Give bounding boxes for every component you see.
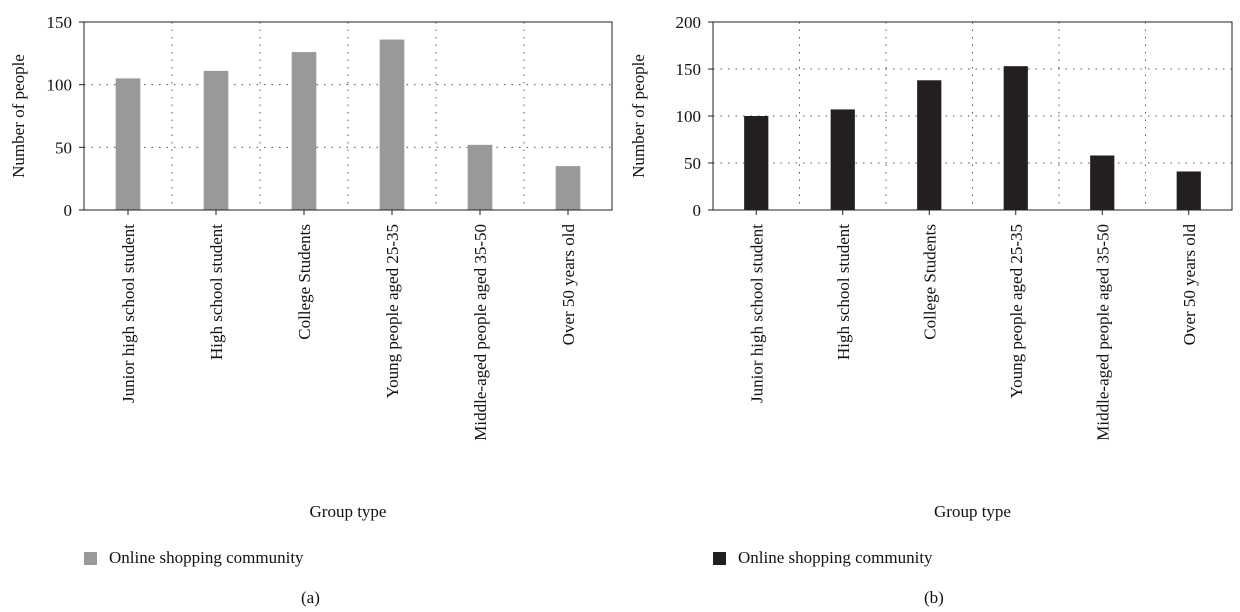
legend-swatch-b <box>713 551 726 565</box>
y-axis-title: Number of people <box>9 54 28 178</box>
y-tick-label: 100 <box>676 107 702 126</box>
y-tick-label: 0 <box>693 201 702 220</box>
x-tick-label: Over 50 years old <box>559 224 578 346</box>
legend-b: Online shopping community <box>713 548 933 568</box>
bar-chart-b: 0 50 100 150 200 Junior high school student Hi… <box>629 13 1233 521</box>
x-tick-label: Middle-aged people aged 35-50 <box>1093 224 1112 441</box>
bar-b-5 <box>1176 171 1201 210</box>
x-tick-label: Junior high school student <box>119 224 138 403</box>
y-axis-title: Number of people <box>629 54 648 178</box>
caption-a: (a) <box>301 588 320 607</box>
bar-a-2 <box>291 52 317 210</box>
chart-panel-b: 0 50 100 150 200 Junior high school student Hi… <box>620 0 1240 612</box>
x-tick-label: High school student <box>207 224 226 360</box>
y-tick-label: 200 <box>676 13 702 32</box>
bar-a-1 <box>203 70 229 210</box>
chart-panel-a: 0 50 100 150 Junior high school student High … <box>9 13 613 607</box>
legend-label-a: Online shopping community <box>109 548 304 567</box>
caption-b: (b) <box>924 588 944 607</box>
legend-swatch-a <box>84 551 97 565</box>
legend-a: Online shopping community <box>84 548 304 568</box>
legend-label-b: Online shopping community <box>738 548 933 567</box>
bar-b-0 <box>744 116 769 210</box>
bar-b-1 <box>830 109 855 210</box>
x-tick-label: Over 50 years old <box>1180 224 1199 346</box>
bar-b-2 <box>917 80 942 210</box>
x-tick-label: Junior high school student <box>747 224 766 403</box>
x-tick-label: Young people aged 25-35 <box>383 224 402 398</box>
x-tick-label: College Students <box>295 224 314 340</box>
y-tick-label: 50 <box>55 138 72 157</box>
y-tick-label: 0 <box>64 201 73 220</box>
bar-chart-a: 0 50 100 150 Junior high school student High … <box>9 13 613 521</box>
y-tick-label: 100 <box>47 76 73 95</box>
x-tick-label: College Students <box>920 224 939 340</box>
bar-b-4 <box>1090 155 1115 210</box>
y-tick-label: 50 <box>684 154 701 173</box>
bar-a-5 <box>555 166 581 210</box>
bar-a-4 <box>467 144 493 210</box>
bar-b-3 <box>1003 66 1028 211</box>
x-tick-label: Middle-aged people aged 35-50 <box>471 224 490 441</box>
y-tick-label: 150 <box>47 13 73 32</box>
bar-a-3 <box>379 39 405 211</box>
plot-frame <box>83 21 613 211</box>
x-axis-title: Group type <box>934 502 1011 521</box>
bar-a-0 <box>115 78 141 211</box>
x-tick-label: High school student <box>834 224 853 360</box>
plot-frame <box>712 21 1233 211</box>
y-tick-label: 150 <box>676 60 702 79</box>
x-tick-label: Young people aged 25-35 <box>1007 224 1026 398</box>
x-axis-title: Group type <box>310 502 387 521</box>
